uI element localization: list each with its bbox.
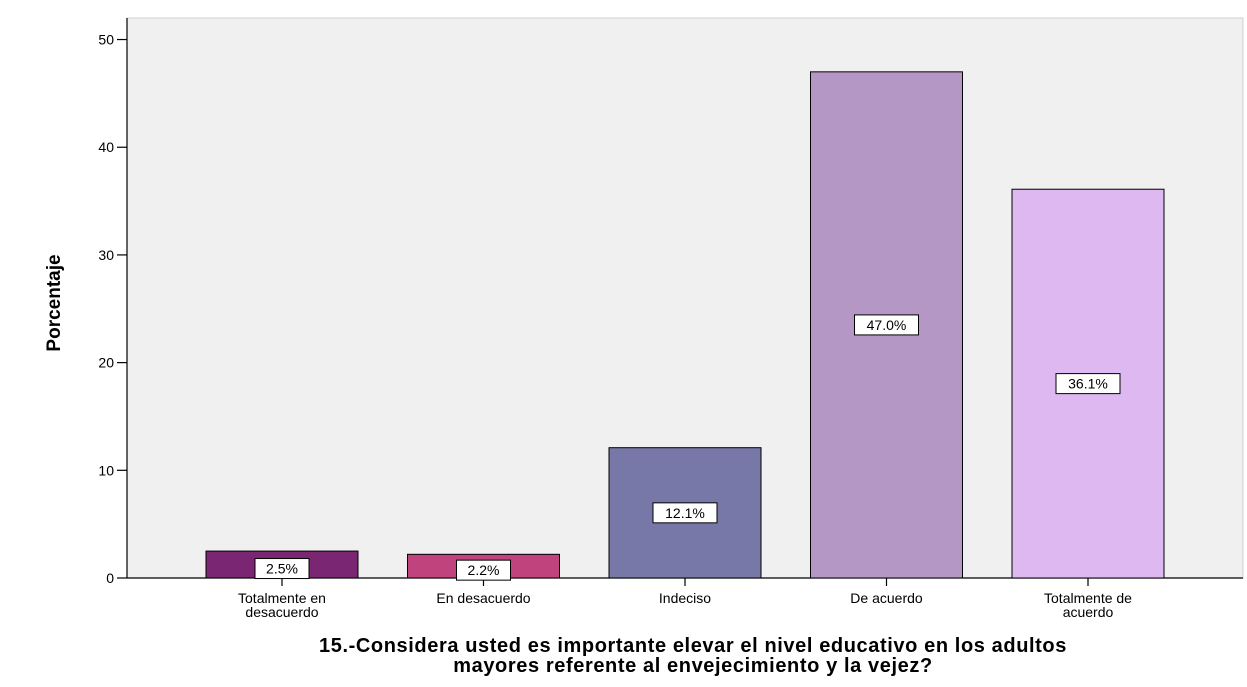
x-category-label: Totalmente de [1044, 590, 1132, 606]
labels-group: 2.5% 2.2% 12.1% 47.0% 36.1% [254, 314, 1121, 581]
y-tick-label: 50 [98, 32, 114, 48]
data-label: 36.1% [1068, 376, 1108, 392]
x-category-label: De acuerdo [850, 590, 923, 606]
x-axis-label-line-2: mayores referente al envejecimiento y la… [453, 655, 933, 677]
data-label: 47.0% [867, 317, 907, 333]
y-tick-label: 10 [98, 462, 114, 478]
x-category-label: desacuerdo [245, 604, 318, 620]
data-label: 12.1% [665, 505, 705, 521]
data-label-box [1055, 373, 1121, 395]
x-axis-label-line-1: 15.-Considera usted es importante elevar… [319, 635, 1067, 657]
x-category-label: Indeciso [659, 590, 711, 606]
y-tick-label: 0 [106, 570, 114, 586]
data-label-box [254, 558, 310, 580]
x-category-label: Totalmente en [238, 590, 326, 606]
data-label-box [854, 314, 919, 336]
data-label: 2.5% [266, 561, 298, 577]
y-axis-label: Porcentaje [44, 254, 65, 351]
data-label: 2.2% [468, 562, 500, 578]
x-category-label: acuerdo [1063, 604, 1114, 620]
y-tick-label: 30 [98, 247, 114, 263]
y-tick-label: 40 [98, 139, 114, 155]
data-label-box [652, 502, 718, 524]
y-tick-label: 20 [98, 355, 114, 371]
bars-group [205, 71, 1165, 579]
data-label-box [456, 559, 511, 581]
x-category-label: En desacuerdo [436, 590, 530, 606]
